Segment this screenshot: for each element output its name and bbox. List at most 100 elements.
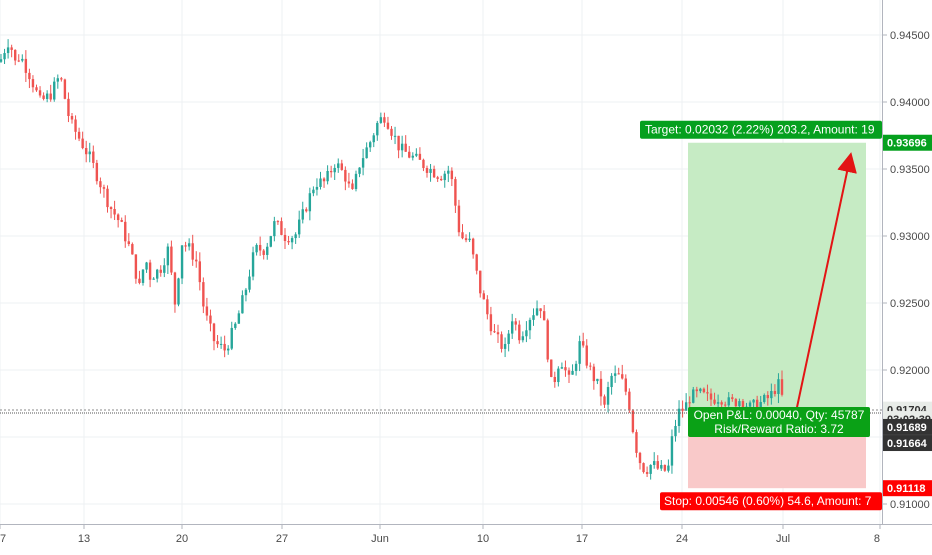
candle-body bbox=[738, 401, 741, 407]
candle-body bbox=[326, 170, 329, 182]
x-tick-label: 17 bbox=[576, 533, 588, 545]
candle-body bbox=[241, 295, 244, 314]
candle-body bbox=[14, 49, 17, 61]
x-tick-label: 8 bbox=[874, 533, 880, 545]
candle-body bbox=[461, 232, 464, 239]
candle-body bbox=[113, 208, 116, 215]
candle-body bbox=[400, 143, 404, 151]
candle-body bbox=[234, 323, 237, 328]
candle-body bbox=[670, 436, 674, 466]
candle-body bbox=[514, 321, 517, 325]
candle-body bbox=[727, 397, 730, 406]
candle-body bbox=[365, 147, 368, 159]
candle-body bbox=[77, 131, 81, 139]
candle-body bbox=[266, 246, 269, 255]
candle-body bbox=[337, 163, 340, 168]
candle-body bbox=[109, 207, 113, 209]
candle-body bbox=[184, 245, 187, 247]
x-tick-label: Jul bbox=[776, 533, 790, 545]
x-tick-label: 20 bbox=[176, 533, 188, 545]
candle-body bbox=[131, 244, 134, 255]
candle-body bbox=[369, 142, 372, 148]
candle-body bbox=[500, 334, 503, 349]
candle-body bbox=[471, 238, 475, 255]
candle-body bbox=[628, 391, 631, 411]
candle-body bbox=[127, 241, 130, 245]
candle-body bbox=[507, 333, 510, 344]
candle-body bbox=[237, 313, 241, 324]
candle-body bbox=[35, 87, 38, 91]
candle-body bbox=[571, 370, 574, 375]
candle-body bbox=[418, 153, 422, 160]
candle-body bbox=[731, 397, 734, 400]
x-tick-label: 13 bbox=[78, 533, 90, 545]
time-axis-bg bbox=[0, 525, 932, 550]
candle-body bbox=[102, 187, 106, 189]
candle-body bbox=[603, 396, 606, 405]
candle-body bbox=[521, 336, 525, 341]
candle-body bbox=[202, 282, 205, 307]
candle-body bbox=[468, 238, 471, 241]
candle-body bbox=[532, 315, 535, 320]
candle-body bbox=[344, 169, 347, 182]
price-tag-label: 0.91664 bbox=[887, 438, 928, 450]
candle-body bbox=[766, 395, 769, 399]
candle-body bbox=[298, 219, 301, 235]
candle-body bbox=[17, 60, 20, 62]
candle-body bbox=[95, 162, 99, 182]
candle-body bbox=[684, 402, 688, 411]
candle-body bbox=[49, 93, 52, 100]
candle-body bbox=[496, 332, 500, 335]
candle-body bbox=[124, 221, 127, 242]
candle-body bbox=[6, 47, 10, 54]
candle-body bbox=[759, 401, 762, 411]
candle-body bbox=[347, 181, 351, 184]
x-tick-label: 10 bbox=[477, 533, 489, 545]
y-tick-label: 0.94500 bbox=[890, 30, 930, 42]
candle-body bbox=[287, 240, 290, 243]
candle-body bbox=[574, 363, 578, 371]
candle-body bbox=[649, 464, 652, 474]
candle-body bbox=[709, 393, 713, 400]
candle-body bbox=[585, 345, 588, 366]
candle-body bbox=[436, 177, 439, 179]
candle-body bbox=[550, 359, 553, 377]
target-label-box bbox=[640, 120, 882, 139]
candle-body bbox=[163, 265, 166, 273]
price-axis-bg bbox=[883, 0, 932, 550]
candle-body bbox=[28, 72, 31, 80]
x-tick-label: 7 bbox=[0, 533, 6, 545]
candle-body bbox=[333, 167, 336, 173]
target-label-text: Target: 0.02032 (2.22%) 203.2, Amount: 1… bbox=[645, 123, 875, 137]
candle-body bbox=[269, 236, 272, 247]
candle-body bbox=[301, 209, 304, 220]
candle-body bbox=[748, 402, 752, 407]
candle-body bbox=[546, 320, 549, 360]
candle-body bbox=[230, 327, 233, 349]
candle-body bbox=[535, 308, 539, 316]
y-tick-label: 0.91000 bbox=[890, 499, 930, 511]
candle-body bbox=[280, 221, 283, 235]
candle-body bbox=[692, 389, 695, 403]
price-tag-label: 0.91689 bbox=[887, 422, 927, 434]
candle-body bbox=[592, 366, 596, 382]
candle-body bbox=[283, 234, 287, 241]
candle-body bbox=[372, 135, 375, 143]
candle-body bbox=[404, 143, 407, 152]
candle-body bbox=[560, 367, 564, 369]
candle-body bbox=[70, 116, 74, 120]
candle-body bbox=[386, 122, 390, 129]
candlesticks bbox=[0, 39, 784, 480]
candle-body bbox=[322, 178, 326, 182]
candle-body bbox=[539, 308, 542, 312]
candle-body bbox=[156, 269, 159, 279]
candle-body bbox=[408, 151, 411, 158]
position-overlay[interactable]: Target: 0.02032 (2.22%) 203.2, Amount: 1… bbox=[640, 120, 882, 511]
candle-body bbox=[42, 95, 45, 99]
candle-body bbox=[319, 178, 322, 187]
pnl-text: Open P&L: 0.00040, Qty: 45787 bbox=[694, 408, 865, 422]
candle-body bbox=[74, 119, 77, 132]
candle-body bbox=[262, 250, 265, 255]
